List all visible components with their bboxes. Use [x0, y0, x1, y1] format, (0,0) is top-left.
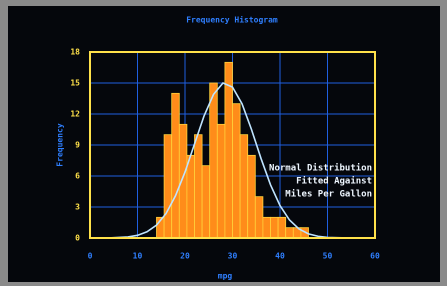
chart-title: Frequency Histogram — [186, 15, 278, 25]
chart: Frequency Histogram mpg Frequency 0 3 6 9 12… — [0, 0, 447, 286]
bar — [240, 135, 248, 238]
bar — [286, 228, 294, 238]
y-tick-label: 3 — [75, 203, 80, 212]
y-tick-label: 18 — [70, 48, 80, 57]
bar — [217, 124, 225, 238]
bar — [172, 93, 180, 238]
bar — [210, 83, 218, 238]
bar — [248, 155, 256, 238]
bar — [233, 104, 241, 238]
y-tick-label: 6 — [75, 172, 80, 181]
annotation: Normal Distribution — [269, 163, 372, 174]
x-tick-label: 10 — [133, 252, 143, 261]
y-axis-label: Frequency — [56, 123, 65, 167]
x-tick-label: 20 — [180, 252, 190, 261]
x-axis-label: mpg — [218, 272, 233, 281]
y-tick-label: 0 — [75, 234, 80, 243]
y-tick-label: 9 — [75, 141, 80, 150]
x-tick-label: 40 — [275, 252, 285, 261]
bar — [187, 155, 195, 238]
y-tick-label: 15 — [70, 79, 80, 88]
bar — [278, 217, 286, 238]
x-tick-label: 50 — [323, 252, 333, 261]
bar — [225, 62, 233, 238]
bar — [179, 124, 187, 238]
x-tick-label: 30 — [228, 252, 238, 261]
bar — [202, 166, 210, 238]
bar — [263, 217, 271, 238]
bar — [271, 217, 279, 238]
bar — [255, 197, 263, 238]
annotation: Miles Per Gallon — [285, 189, 372, 200]
x-tick-label: 60 — [370, 252, 380, 261]
page: {"chart_data": { "type": "histogram", "t… — [0, 0, 447, 286]
bar — [195, 135, 203, 238]
annotation: Fitted Against — [296, 176, 372, 187]
x-tick-label: 0 — [88, 252, 93, 261]
y-tick-label: 12 — [70, 110, 80, 119]
bar — [164, 135, 172, 238]
